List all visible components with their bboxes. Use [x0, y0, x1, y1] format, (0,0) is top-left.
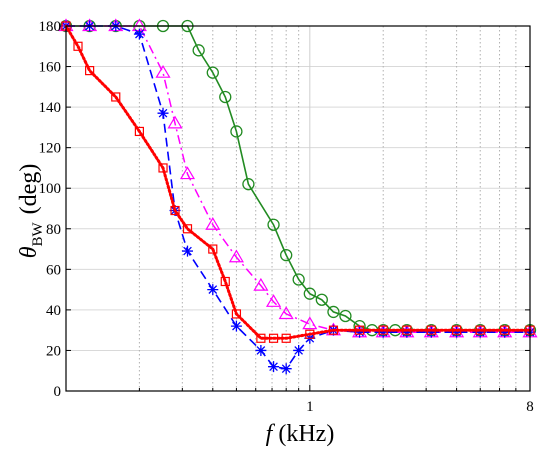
- data-point: [157, 107, 169, 119]
- y-tick-label: 80: [46, 222, 61, 238]
- x-axis-label-unit: (kHz): [278, 421, 334, 447]
- data-point: [206, 66, 219, 79]
- data-point: [327, 305, 340, 319]
- data-point: [378, 325, 388, 335]
- series-circle: [59, 19, 537, 337]
- data-point: [280, 248, 293, 262]
- data-point: [228, 249, 244, 263]
- y-tick-label: 60: [46, 262, 61, 278]
- ticks: 0 20 40 60 80 100 120 140 160 180 1 8: [39, 19, 534, 415]
- data-point: [280, 363, 292, 375]
- data-point: [499, 326, 511, 338]
- data-point: [268, 361, 280, 373]
- y-axis-label: θBW (deg): [16, 164, 46, 259]
- data-point: [425, 326, 437, 338]
- data-point: [256, 333, 266, 343]
- data-point: [451, 326, 463, 338]
- y-axis-label-var: θ: [16, 246, 42, 258]
- data-point: [182, 224, 193, 234]
- data-point: [253, 277, 269, 291]
- series-layer: [58, 18, 538, 375]
- data-point: [426, 325, 436, 335]
- data-point: [278, 306, 294, 320]
- series-line: [66, 25, 530, 370]
- series-asterisk: [60, 20, 536, 375]
- data-point: [267, 218, 280, 231]
- data-point: [133, 28, 145, 40]
- data-point: [339, 309, 352, 323]
- series-square: [61, 21, 535, 343]
- data-point: [208, 244, 218, 254]
- data-point: [281, 333, 291, 343]
- data-point: [155, 64, 171, 78]
- data-point: [219, 90, 232, 104]
- data-point: [475, 325, 485, 335]
- plot-frame: [65, 25, 531, 392]
- data-point: [220, 276, 230, 287]
- data-point: [474, 326, 486, 338]
- data-point: [85, 66, 95, 76]
- y-tick-label: 140: [39, 100, 62, 116]
- data-point: [265, 294, 282, 307]
- y-tick-label: 20: [46, 343, 61, 359]
- y-axis-label-sub: BW: [30, 222, 46, 247]
- data-point: [305, 329, 315, 339]
- data-point: [401, 326, 413, 338]
- series-triangle: [58, 18, 538, 338]
- data-point: [231, 309, 242, 319]
- series-line: [64, 24, 532, 340]
- data-point: [207, 284, 219, 296]
- data-point: [167, 115, 183, 129]
- y-tick-label: 100: [39, 181, 62, 197]
- data-point: [328, 325, 339, 335]
- data-point: [230, 125, 243, 138]
- data-point: [354, 326, 366, 338]
- y-axis-label-unit: (deg): [16, 164, 42, 215]
- data-point: [192, 44, 205, 57]
- x-axis-label: f (kHz): [266, 421, 335, 447]
- data-point: [73, 41, 83, 51]
- data-point: [292, 273, 305, 286]
- data-point: [354, 325, 365, 335]
- data-point: [303, 287, 316, 300]
- y-tick-label: 180: [39, 19, 62, 35]
- y-tick-label: 120: [39, 141, 62, 157]
- data-point: [268, 333, 279, 343]
- data-point: [230, 320, 242, 332]
- data-point: [302, 316, 318, 330]
- x-tick-label: 8: [526, 399, 534, 415]
- data-point: [315, 293, 328, 306]
- data-point: [377, 326, 389, 338]
- data-point: [500, 325, 510, 335]
- series-line: [66, 25, 530, 333]
- y-tick-label: 160: [39, 60, 62, 76]
- data-point: [111, 92, 121, 102]
- data-point: [452, 325, 462, 335]
- data-point: [181, 245, 193, 257]
- x-axis-label-var: f: [266, 421, 276, 447]
- data-point: [255, 344, 267, 356]
- data-point: [134, 126, 144, 137]
- data-point: [158, 163, 168, 173]
- data-point: [170, 205, 180, 216]
- y-tick-label: 0: [54, 384, 62, 400]
- data-point: [293, 344, 305, 356]
- x-tick-label: 1: [306, 399, 314, 415]
- data-point: [205, 217, 221, 230]
- data-point: [242, 178, 255, 191]
- data-point: [402, 325, 412, 335]
- data-point: [179, 166, 196, 180]
- y-tick-label: 40: [46, 303, 61, 319]
